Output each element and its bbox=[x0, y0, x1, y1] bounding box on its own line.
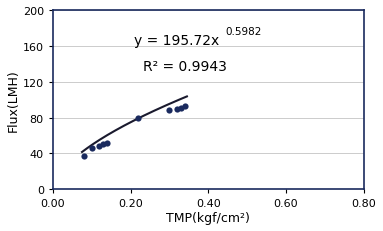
Point bbox=[166, 109, 172, 113]
Point bbox=[178, 106, 184, 110]
Text: 0.5982: 0.5982 bbox=[225, 27, 262, 36]
Point bbox=[174, 107, 180, 111]
Text: R² = 0.9943: R² = 0.9943 bbox=[143, 59, 227, 73]
Y-axis label: Flux(LMH): Flux(LMH) bbox=[7, 69, 20, 131]
X-axis label: TMP(kgf/cm²): TMP(kgf/cm²) bbox=[166, 211, 250, 224]
Point bbox=[104, 141, 110, 145]
Point bbox=[97, 145, 103, 149]
Point bbox=[88, 146, 95, 150]
Point bbox=[182, 105, 188, 108]
Point bbox=[135, 117, 141, 121]
Point bbox=[81, 155, 87, 158]
Point bbox=[100, 143, 106, 147]
Text: y = 195.72x: y = 195.72x bbox=[134, 34, 219, 48]
